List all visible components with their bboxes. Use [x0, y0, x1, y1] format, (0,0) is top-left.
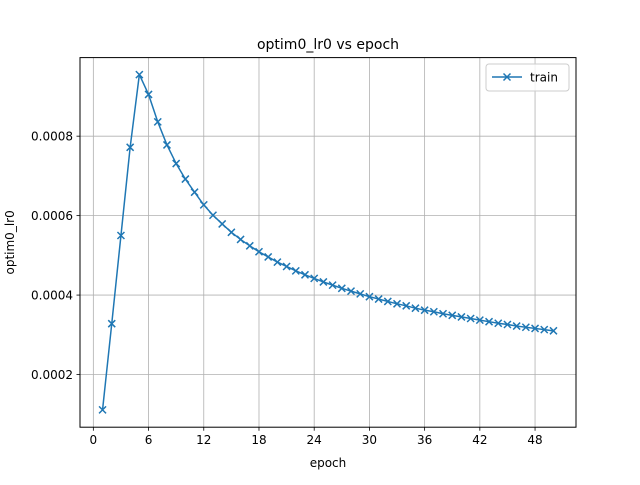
data-point-x-marker [392, 299, 402, 308]
y-axis-label: optim0_lr0 [3, 210, 17, 274]
data-point-x-marker [328, 281, 337, 290]
data-point-x-marker [116, 231, 125, 240]
data-point-x-marker [420, 306, 429, 315]
x-tick-label: 18 [251, 433, 266, 447]
data-point-x-marker [273, 258, 282, 267]
x-tick-label: 0 [90, 433, 98, 447]
legend-label-train: train [530, 71, 558, 85]
data-point-x-marker [181, 175, 190, 184]
data-point-x-marker [236, 235, 245, 244]
data-point-x-marker [438, 309, 448, 318]
chart-title: optim0_lr0 vs epoch [257, 37, 399, 53]
data-point-x-marker [300, 270, 310, 279]
y-axis-ticks: 0.0002 0.0004 0.0006 0.0008 [31, 129, 80, 382]
data-point-x-marker [475, 316, 484, 325]
x-tick-label: 24 [307, 433, 322, 447]
data-point-x-marker [485, 317, 494, 326]
x-tick-label: 36 [417, 433, 432, 447]
x-axis-label: epoch [310, 456, 347, 470]
axes-frame [79, 57, 577, 428]
x-tick-label: 30 [362, 433, 377, 447]
data-point-x-marker [356, 289, 365, 298]
data-point-x-marker [291, 266, 300, 275]
data-point-x-marker [448, 311, 457, 320]
data-point-x-marker [126, 143, 135, 152]
data-point-x-marker [254, 247, 264, 256]
data-point-x-marker [411, 304, 420, 313]
data-point-x-marker [457, 312, 466, 321]
legend: train [485, 63, 570, 92]
series-layer [98, 70, 558, 414]
data-point-x-marker [199, 200, 208, 209]
data-point-x-marker [383, 297, 392, 306]
data-point-x-marker [365, 292, 374, 301]
data-point-x-marker [208, 211, 218, 220]
data-point-x-marker [512, 322, 521, 331]
data-point-x-marker [319, 277, 328, 286]
data-point-x-marker [135, 70, 144, 79]
data-point-x-marker [282, 262, 291, 271]
data-point-x-marker [98, 405, 107, 414]
data-point-x-marker [162, 140, 171, 149]
x-tick-label: 42 [472, 433, 487, 447]
data-point-x-marker [144, 90, 153, 99]
x-axis-ticks: 0 6 12 18 24 30 36 42 48 [90, 427, 543, 447]
data-point-x-marker [494, 319, 503, 328]
y-tick-label: 0.0002 [31, 368, 73, 382]
data-point-x-marker [227, 228, 236, 237]
y-tick-label: 0.0008 [31, 129, 73, 143]
data-point-x-marker [218, 219, 227, 228]
y-tick-label: 0.0006 [31, 209, 73, 223]
data-point-x-marker [264, 252, 273, 261]
data-point-x-marker [310, 274, 319, 283]
x-tick-label: 6 [145, 433, 153, 447]
x-tick-label: 12 [196, 433, 211, 447]
x-tick-label: 48 [527, 433, 542, 447]
data-point-x-marker [374, 295, 383, 304]
data-point-x-marker [245, 241, 254, 250]
data-point-x-marker [549, 326, 558, 335]
data-point-x-marker [153, 117, 162, 126]
data-point-x-marker [107, 319, 116, 328]
data-point-x-marker [466, 314, 475, 323]
data-point-x-marker [337, 284, 346, 293]
grid-lines [80, 57, 576, 428]
data-point-x-marker [402, 301, 411, 310]
legend-x-marker [502, 72, 512, 82]
data-point-x-marker [503, 320, 512, 329]
data-point-x-marker [531, 324, 540, 333]
data-point-x-marker [172, 159, 181, 168]
y-tick-label: 0.0004 [31, 288, 73, 302]
data-point-x-marker [346, 287, 356, 296]
data-point-x-marker [190, 188, 199, 197]
legend-box [485, 63, 570, 92]
data-point-x-marker [521, 323, 530, 332]
data-point-x-marker [540, 325, 549, 334]
data-point-x-marker [429, 307, 438, 316]
